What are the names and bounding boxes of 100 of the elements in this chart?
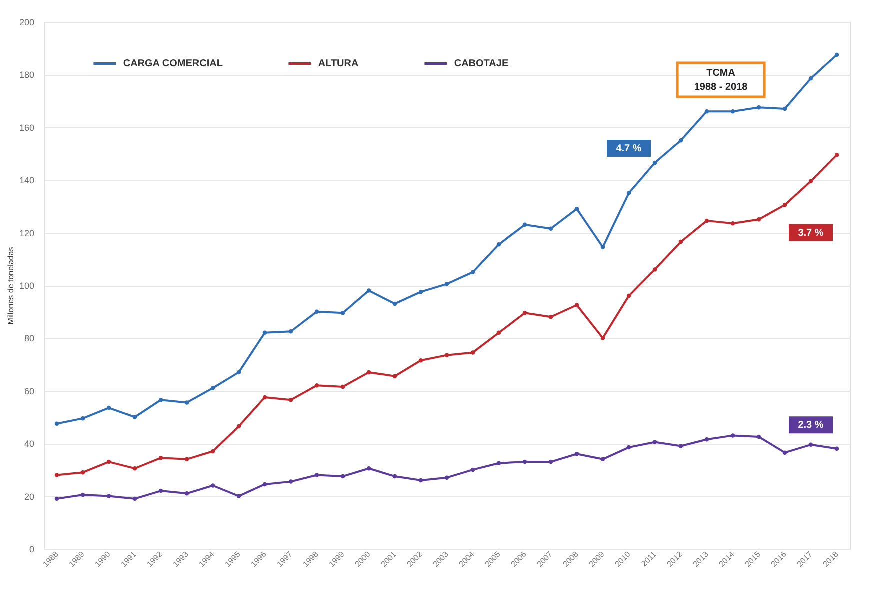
point bbox=[808, 179, 814, 184]
point bbox=[808, 76, 814, 81]
legend-label: ALTURA bbox=[318, 58, 359, 70]
point bbox=[782, 203, 788, 208]
point bbox=[548, 460, 554, 464]
point bbox=[184, 457, 190, 462]
point bbox=[314, 384, 320, 388]
point bbox=[678, 138, 684, 143]
point bbox=[756, 434, 762, 440]
point bbox=[54, 422, 60, 426]
point bbox=[496, 330, 502, 336]
point bbox=[80, 470, 86, 475]
point bbox=[808, 442, 814, 448]
y-tick-label: 120 bbox=[19, 228, 34, 238]
annotation: 3.7 % bbox=[798, 228, 824, 239]
point bbox=[236, 370, 242, 375]
y-tick-label: 80 bbox=[24, 334, 34, 344]
point bbox=[262, 395, 268, 400]
point bbox=[210, 484, 216, 488]
point bbox=[600, 245, 606, 250]
y-tick-label: 200 bbox=[19, 18, 34, 28]
legend-label: CABOTAJE bbox=[454, 58, 509, 70]
point bbox=[418, 478, 424, 483]
point bbox=[626, 191, 632, 196]
point bbox=[522, 222, 528, 228]
point bbox=[730, 109, 736, 114]
point bbox=[236, 494, 242, 498]
y-tick-label: 0 bbox=[29, 544, 34, 554]
y-tick-label: 160 bbox=[19, 122, 34, 133]
point bbox=[106, 494, 112, 498]
y-tick-label: 140 bbox=[19, 176, 34, 186]
point bbox=[600, 336, 606, 340]
point bbox=[704, 109, 710, 114]
point bbox=[652, 160, 658, 166]
point bbox=[704, 438, 710, 442]
point bbox=[652, 268, 658, 272]
point bbox=[80, 492, 86, 498]
point bbox=[600, 457, 606, 462]
point bbox=[392, 374, 398, 379]
point bbox=[782, 450, 788, 455]
point bbox=[132, 415, 138, 420]
point bbox=[470, 468, 476, 472]
point bbox=[392, 474, 398, 479]
point bbox=[522, 311, 528, 316]
point bbox=[314, 310, 320, 314]
point bbox=[132, 496, 138, 502]
point bbox=[366, 288, 372, 293]
point bbox=[470, 270, 476, 274]
y-tick-label: 60 bbox=[24, 386, 34, 396]
point bbox=[626, 445, 632, 450]
point bbox=[158, 398, 164, 402]
point bbox=[106, 460, 112, 464]
y-tick-label: 20 bbox=[24, 492, 34, 502]
point bbox=[756, 218, 762, 222]
point bbox=[184, 400, 190, 405]
point bbox=[262, 330, 268, 336]
point bbox=[236, 424, 242, 429]
point bbox=[730, 434, 736, 438]
point bbox=[288, 398, 294, 402]
point bbox=[574, 303, 580, 308]
point bbox=[834, 152, 840, 158]
point bbox=[340, 474, 346, 479]
point bbox=[288, 480, 294, 484]
point bbox=[392, 302, 398, 306]
point bbox=[288, 329, 294, 334]
point bbox=[652, 440, 658, 444]
point bbox=[548, 226, 554, 231]
point bbox=[262, 482, 268, 487]
annotation: 4.7 % bbox=[616, 143, 642, 154]
point bbox=[158, 456, 164, 460]
y-axis-title: Millones de toneladas bbox=[6, 247, 16, 325]
point bbox=[574, 452, 580, 456]
point bbox=[444, 282, 450, 286]
point bbox=[340, 384, 346, 390]
annotation: 2.3 % bbox=[798, 420, 824, 432]
point bbox=[184, 492, 190, 496]
point bbox=[704, 218, 710, 224]
point bbox=[756, 106, 762, 110]
point bbox=[54, 496, 60, 502]
y-tick-label: 180 bbox=[19, 70, 34, 80]
point bbox=[158, 488, 164, 494]
point bbox=[418, 358, 424, 363]
point bbox=[678, 240, 684, 244]
point bbox=[80, 416, 86, 421]
point bbox=[834, 52, 840, 58]
point bbox=[834, 446, 840, 451]
point bbox=[444, 353, 450, 358]
point bbox=[340, 311, 346, 316]
point bbox=[418, 290, 424, 294]
point bbox=[496, 242, 502, 247]
annotation: TCMA 1988 - 2018 bbox=[694, 68, 748, 93]
legend-label: CARGA COMERCIAL bbox=[123, 58, 223, 70]
point bbox=[106, 406, 112, 410]
point bbox=[210, 449, 216, 454]
point bbox=[496, 461, 502, 466]
point bbox=[730, 221, 736, 226]
point bbox=[470, 350, 476, 355]
y-tick-label: 40 bbox=[24, 439, 34, 450]
point bbox=[444, 476, 450, 480]
point bbox=[54, 473, 60, 478]
